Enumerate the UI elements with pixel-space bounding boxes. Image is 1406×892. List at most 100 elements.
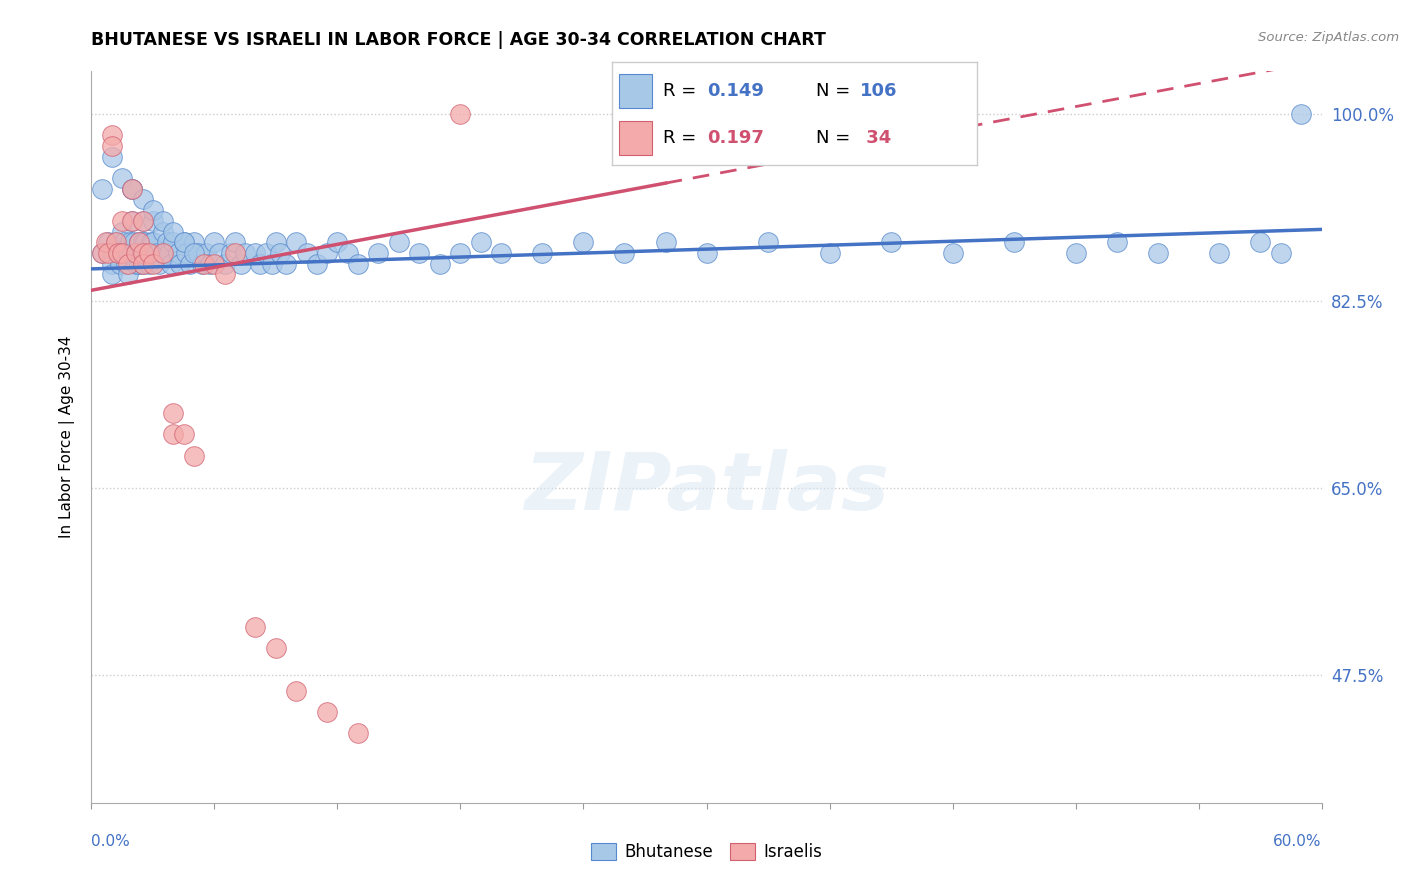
Point	[183, 246, 205, 260]
Point	[470, 235, 492, 250]
Point	[111, 171, 134, 186]
Point	[295, 246, 318, 260]
Point	[125, 246, 148, 260]
Point	[121, 182, 143, 196]
Point	[142, 203, 165, 218]
Text: BHUTANESE VS ISRAELI IN LABOR FORCE | AGE 30-34 CORRELATION CHART: BHUTANESE VS ISRAELI IN LABOR FORCE | AG…	[91, 31, 827, 49]
Point	[101, 267, 124, 281]
Text: 106: 106	[860, 82, 897, 100]
Point	[160, 256, 183, 270]
Point	[202, 256, 225, 270]
Point	[183, 449, 205, 463]
Point	[101, 246, 124, 260]
Text: 60.0%: 60.0%	[1274, 834, 1322, 849]
Point	[880, 235, 903, 250]
Point	[191, 256, 214, 270]
Point	[245, 246, 267, 260]
Point	[195, 246, 218, 260]
Point	[166, 246, 188, 260]
Point	[264, 640, 287, 655]
Point	[202, 235, 225, 250]
Text: 0.197: 0.197	[707, 128, 763, 147]
Point	[157, 246, 180, 260]
Text: 0.149: 0.149	[707, 82, 763, 100]
Point	[818, 246, 841, 260]
Point	[1249, 235, 1271, 250]
Point	[1289, 107, 1312, 121]
Point	[101, 128, 124, 143]
Point	[326, 235, 349, 250]
Point	[121, 214, 143, 228]
Point	[187, 246, 209, 260]
Point	[152, 246, 174, 260]
Point	[1064, 246, 1087, 260]
Point	[285, 683, 308, 698]
Point	[173, 235, 195, 250]
Point	[224, 235, 246, 250]
Point	[107, 246, 129, 260]
Point	[124, 235, 146, 250]
Point	[233, 246, 256, 260]
Point	[101, 256, 124, 270]
Point	[260, 256, 283, 270]
Point	[264, 235, 287, 250]
Point	[108, 256, 131, 270]
Point	[219, 246, 242, 260]
Point	[285, 235, 308, 250]
Text: ZIPatlas: ZIPatlas	[524, 450, 889, 527]
Point	[97, 235, 120, 250]
Point	[336, 246, 359, 260]
Point	[138, 256, 160, 270]
Point	[174, 246, 197, 260]
Bar	[619, 74, 652, 108]
Point	[131, 235, 153, 250]
Point	[179, 256, 201, 270]
Point	[152, 225, 174, 239]
Point	[613, 246, 636, 260]
Text: N =: N =	[817, 82, 851, 100]
Text: 0.0%: 0.0%	[91, 834, 131, 849]
Point	[254, 246, 277, 260]
Y-axis label: In Labor Force | Age 30-34: In Labor Force | Age 30-34	[59, 335, 76, 539]
Point	[347, 256, 370, 270]
Point	[134, 235, 156, 250]
Point	[138, 246, 160, 260]
Point	[183, 235, 205, 250]
Point	[388, 235, 411, 250]
Point	[1270, 246, 1292, 260]
Point	[142, 235, 165, 250]
Point	[449, 246, 471, 260]
Point	[117, 267, 139, 281]
Point	[152, 246, 174, 260]
Point	[162, 406, 184, 420]
Point	[347, 726, 370, 740]
Point	[169, 256, 191, 270]
Point	[125, 256, 148, 270]
Point	[128, 235, 150, 250]
Point	[146, 246, 169, 260]
Text: R =: R =	[662, 128, 696, 147]
Point	[131, 256, 153, 270]
Point	[111, 214, 134, 228]
Point	[214, 256, 236, 270]
Point	[316, 705, 339, 719]
Point	[229, 256, 252, 270]
Point	[429, 256, 451, 270]
Point	[276, 256, 298, 270]
Point	[121, 182, 143, 196]
Point	[162, 427, 184, 442]
Point	[449, 107, 471, 121]
Legend: Bhutanese, Israelis: Bhutanese, Israelis	[585, 836, 828, 868]
Point	[129, 246, 152, 260]
Point	[1105, 235, 1128, 250]
Point	[162, 235, 184, 250]
Point	[101, 139, 124, 153]
Text: R =: R =	[662, 82, 696, 100]
Point	[316, 246, 339, 260]
Point	[491, 246, 513, 260]
Point	[120, 235, 142, 250]
Point	[156, 235, 179, 250]
Point	[135, 246, 157, 260]
Point	[107, 246, 129, 260]
Point	[1146, 246, 1168, 260]
